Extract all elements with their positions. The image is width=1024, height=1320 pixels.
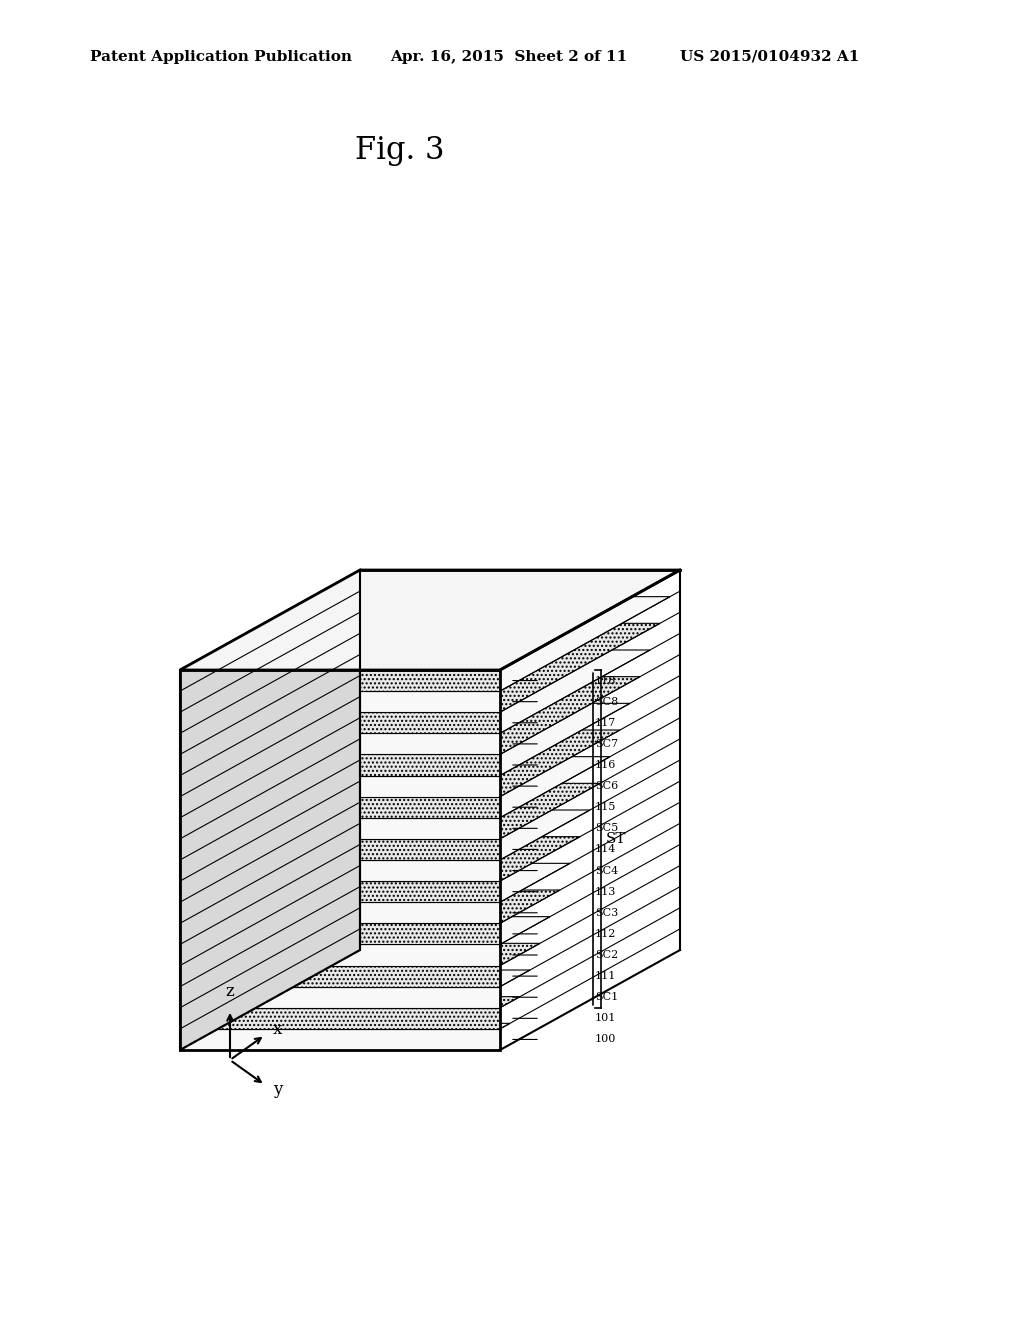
Polygon shape xyxy=(180,677,640,755)
Polygon shape xyxy=(180,840,500,861)
Text: 116: 116 xyxy=(595,760,616,770)
Text: Fig. 3: Fig. 3 xyxy=(355,135,444,166)
Polygon shape xyxy=(180,810,590,861)
Text: 113: 113 xyxy=(595,887,616,896)
Polygon shape xyxy=(180,776,500,797)
Text: z: z xyxy=(225,983,234,1001)
Polygon shape xyxy=(180,713,500,734)
Polygon shape xyxy=(180,570,680,671)
Polygon shape xyxy=(180,623,660,713)
Text: Patent Application Publication: Patent Application Publication xyxy=(90,50,352,63)
Polygon shape xyxy=(180,882,500,903)
Polygon shape xyxy=(180,755,500,776)
Polygon shape xyxy=(180,903,500,923)
Polygon shape xyxy=(180,1028,500,1049)
Text: SC4: SC4 xyxy=(595,866,618,875)
Polygon shape xyxy=(180,863,570,903)
Text: SC8: SC8 xyxy=(595,697,618,706)
Polygon shape xyxy=(180,570,360,1049)
Polygon shape xyxy=(180,970,530,986)
Polygon shape xyxy=(180,1023,510,1028)
Polygon shape xyxy=(180,649,650,734)
Polygon shape xyxy=(180,986,500,1007)
Text: 112: 112 xyxy=(595,929,616,939)
Polygon shape xyxy=(180,861,500,882)
Polygon shape xyxy=(180,797,500,818)
Text: 114: 114 xyxy=(595,845,616,854)
Polygon shape xyxy=(180,783,600,840)
Polygon shape xyxy=(180,734,500,755)
Text: SC5: SC5 xyxy=(595,824,618,833)
Polygon shape xyxy=(180,692,500,713)
Text: Apr. 16, 2015  Sheet 2 of 11: Apr. 16, 2015 Sheet 2 of 11 xyxy=(390,50,628,63)
Polygon shape xyxy=(180,756,610,818)
Polygon shape xyxy=(180,837,580,882)
Text: SC3: SC3 xyxy=(595,908,618,917)
Text: x: x xyxy=(273,1022,283,1039)
Polygon shape xyxy=(180,730,620,797)
Polygon shape xyxy=(180,570,680,671)
Text: 117: 117 xyxy=(595,718,616,727)
Polygon shape xyxy=(180,944,540,965)
Polygon shape xyxy=(180,818,500,840)
Text: SC7: SC7 xyxy=(595,739,618,748)
Polygon shape xyxy=(180,965,500,986)
Text: 100: 100 xyxy=(595,1035,616,1044)
Text: 101: 101 xyxy=(595,1014,616,1023)
Polygon shape xyxy=(180,997,520,1007)
Polygon shape xyxy=(180,944,500,965)
Text: y: y xyxy=(273,1081,283,1098)
Polygon shape xyxy=(180,671,500,692)
Text: 118: 118 xyxy=(595,676,616,685)
Polygon shape xyxy=(180,704,630,776)
Text: SC2: SC2 xyxy=(595,950,618,960)
Text: ST: ST xyxy=(606,832,627,846)
Polygon shape xyxy=(180,923,500,944)
Text: SC1: SC1 xyxy=(595,993,618,1002)
Polygon shape xyxy=(180,1007,500,1028)
Text: US 2015/0104932 A1: US 2015/0104932 A1 xyxy=(680,50,859,63)
Polygon shape xyxy=(180,890,560,923)
Polygon shape xyxy=(180,597,670,692)
Text: SC6: SC6 xyxy=(595,781,618,791)
Text: 111: 111 xyxy=(595,972,616,981)
Text: 115: 115 xyxy=(595,803,616,812)
Polygon shape xyxy=(180,916,550,944)
